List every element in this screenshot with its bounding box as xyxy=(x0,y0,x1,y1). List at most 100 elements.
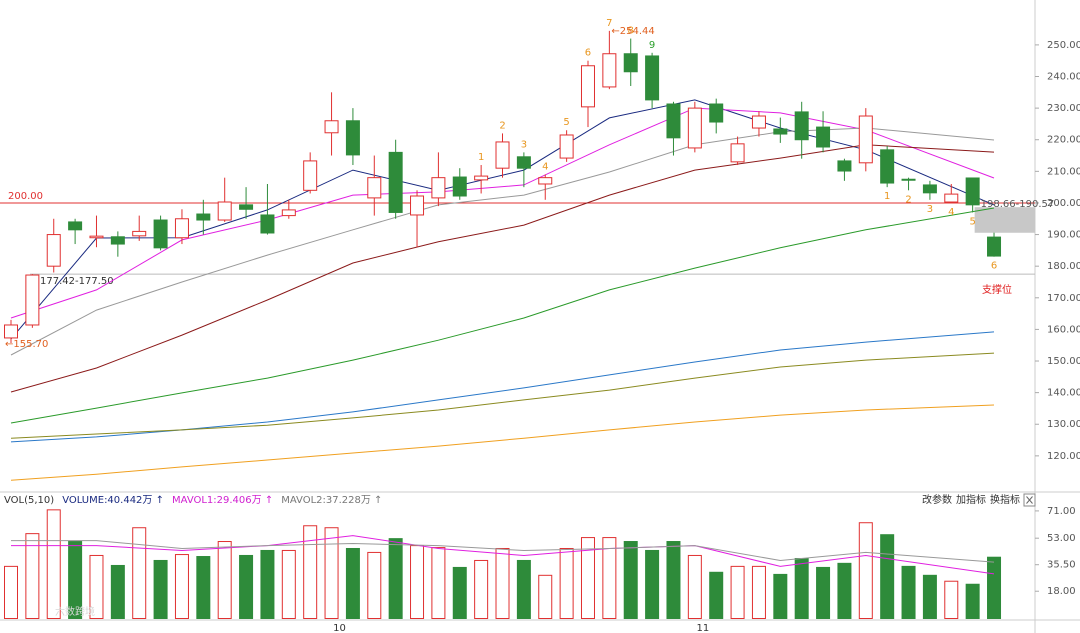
candle-body xyxy=(901,178,916,181)
candle-body xyxy=(880,149,895,184)
candle-body xyxy=(68,221,83,231)
volume-bar xyxy=(837,562,852,620)
y-tick-label: 180.00 xyxy=(1047,261,1080,272)
volume-bar xyxy=(666,541,681,620)
candle-body xyxy=(46,234,61,267)
setup-count: 7 xyxy=(606,18,612,29)
candle-body xyxy=(580,65,595,108)
close-icon xyxy=(1026,496,1033,504)
x-tick-label: 11 xyxy=(696,623,709,633)
vol-header: MAVOL2:37.228万 ↑ xyxy=(281,495,382,506)
volume-bar xyxy=(580,537,595,620)
min-label: ←155.70 xyxy=(5,339,48,350)
candle-body xyxy=(281,209,296,217)
volume-bar xyxy=(431,547,446,620)
volume-bar xyxy=(623,541,638,620)
volume-bar xyxy=(880,534,895,619)
y-tick-label: 240.00 xyxy=(1047,72,1080,83)
volume-bar xyxy=(132,527,147,619)
ma-line xyxy=(10,127,995,356)
volume-bar xyxy=(217,541,232,620)
volume-bar xyxy=(987,556,1002,620)
max-label: ←254.44 xyxy=(611,26,654,37)
setup-count: 4 xyxy=(542,162,548,173)
x-tick-label: 10 xyxy=(333,623,346,633)
candle-body xyxy=(239,204,254,210)
setup-count: 5 xyxy=(969,216,975,227)
volume-bar xyxy=(239,554,254,620)
volume-bar xyxy=(68,541,83,620)
candle-body xyxy=(794,111,809,141)
volume-bar xyxy=(922,574,937,619)
vol-ma-line xyxy=(11,535,995,575)
candle-body xyxy=(345,120,360,156)
candle-body xyxy=(987,236,1002,257)
toolbar-button[interactable]: 改参数 xyxy=(922,493,952,506)
vol-tick-label: 71.00 xyxy=(1047,506,1076,517)
volume-bar xyxy=(4,565,18,619)
y-tick-label: 230.00 xyxy=(1047,103,1080,114)
setup-count: 4 xyxy=(948,207,954,218)
y-tick-label: 250.00 xyxy=(1047,40,1080,51)
candle-body xyxy=(452,176,467,197)
close-button[interactable] xyxy=(1023,493,1036,507)
candle-body xyxy=(89,235,104,239)
y-tick-label: 210.00 xyxy=(1047,166,1080,177)
setup-count: 9 xyxy=(649,40,655,51)
volume-bar xyxy=(281,549,296,620)
setup-count: 1 xyxy=(478,152,484,163)
candle-body xyxy=(922,184,937,194)
candle-body xyxy=(516,156,531,169)
volume-bar xyxy=(730,565,745,619)
candle-body xyxy=(623,53,638,73)
volume-bar xyxy=(196,556,211,620)
y-tick-label: 120.00 xyxy=(1047,451,1080,462)
volume-bar xyxy=(89,554,104,620)
volume-bar xyxy=(944,580,959,620)
y-tick-label: 150.00 xyxy=(1047,356,1080,367)
volume-bar xyxy=(516,559,531,620)
candle-body xyxy=(944,193,959,203)
setup-count: 6 xyxy=(991,261,997,272)
y-tick-label: 220.00 xyxy=(1047,135,1080,146)
candle-body xyxy=(730,143,745,163)
volume-bar xyxy=(388,538,403,620)
volume-bar xyxy=(452,566,467,619)
candle-body xyxy=(474,175,489,181)
volume-bar xyxy=(794,557,809,619)
candle-body xyxy=(559,134,574,159)
y-tick-label: 200.00 xyxy=(1047,198,1080,209)
volume-bar xyxy=(773,573,788,620)
vol-tick-label: 53.00 xyxy=(1047,533,1076,544)
volume-bar xyxy=(858,522,873,619)
volume-bar xyxy=(474,559,489,620)
candle-body xyxy=(367,177,382,199)
candle-body xyxy=(132,230,147,237)
toolbar-button[interactable]: 加指标 xyxy=(956,493,986,506)
candle-body xyxy=(431,177,446,199)
setup-count: 1 xyxy=(884,191,890,202)
candle-body xyxy=(816,126,831,148)
support-label: 177.42-177.50 xyxy=(40,276,114,287)
candle-body xyxy=(538,177,553,185)
candle-body xyxy=(602,53,617,88)
volume-bar xyxy=(110,564,125,620)
volume-bar xyxy=(303,525,318,619)
y-tick-label: 160.00 xyxy=(1047,324,1080,335)
volume-bar xyxy=(25,533,40,620)
candle-body xyxy=(196,213,211,221)
setup-count: 5 xyxy=(563,117,569,128)
candle-body xyxy=(174,218,189,239)
vol-header: VOLUME:40.442万 ↑ xyxy=(62,495,164,506)
candle-body xyxy=(837,160,852,172)
candle-body xyxy=(495,141,510,169)
volume-bar xyxy=(645,549,660,620)
toolbar-button[interactable]: 换指标 xyxy=(990,493,1020,506)
candle-body xyxy=(324,120,339,134)
gap-label: 198.66-190.57 xyxy=(981,199,1055,210)
vol-tick-label: 35.50 xyxy=(1047,560,1076,571)
setup-count: 8 xyxy=(628,26,634,37)
candle-body xyxy=(303,160,318,191)
